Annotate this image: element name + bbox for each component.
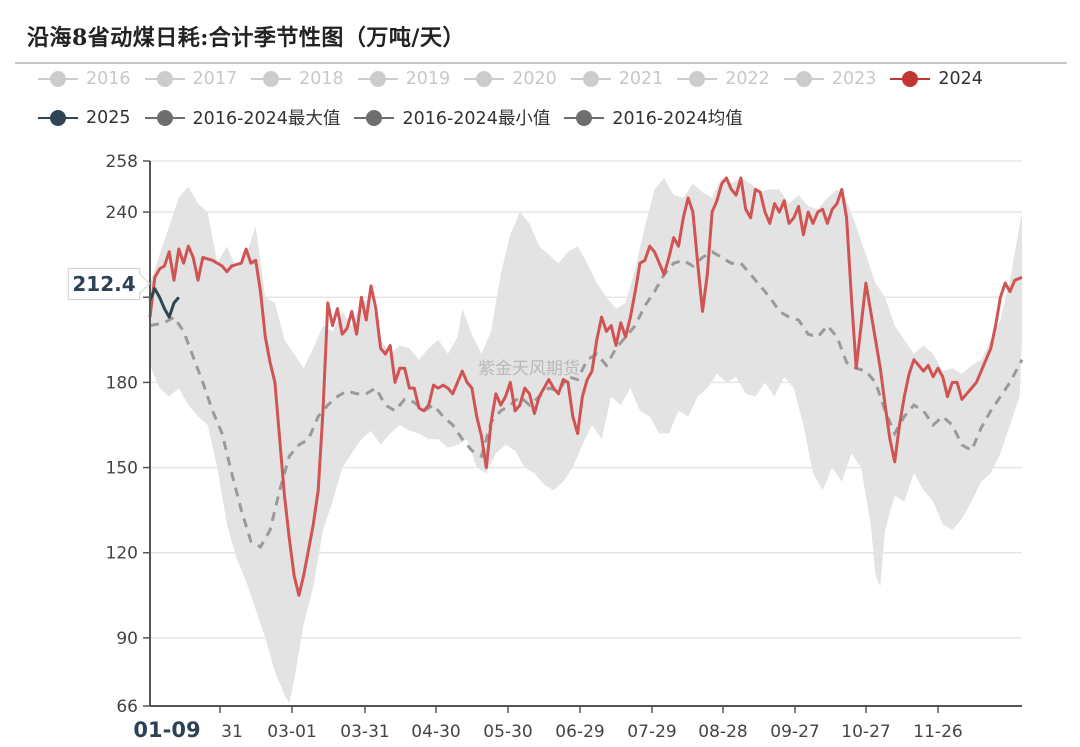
series-2024-line [148, 176, 1023, 597]
legend-item-2016-2024最大值[interactable]: 2016-2024最大值 [144, 105, 341, 130]
x-tick-label: 03-31 [340, 722, 389, 742]
x-tick-label: 11-26 [913, 722, 962, 742]
x-tick-label: 10-27 [841, 722, 890, 742]
y-tick-label: 90 [116, 629, 138, 649]
legend-marker-icon [38, 108, 78, 128]
legend-marker-icon [464, 69, 505, 89]
legend-item-2016-2024均值[interactable]: 2016-2024均值 [564, 105, 743, 130]
legend-item-2016[interactable]: 2016 [38, 69, 131, 89]
x-tick-label: 04-30 [411, 722, 460, 742]
mean-line-2016-2024 [149, 250, 1024, 550]
legend-item-2023[interactable]: 2023 [783, 69, 877, 89]
legend-label: 2017 [192, 69, 238, 89]
legend-item-2025[interactable]: 2025 [38, 108, 131, 128]
legend-label: 2019 [405, 69, 451, 89]
legend-item-2017[interactable]: 2017 [144, 69, 238, 89]
x-tick-label: 03-01 [267, 722, 316, 742]
x-tick-label: 31 [221, 722, 243, 742]
legend-marker-icon [890, 69, 931, 89]
y-tick-label: 180 [106, 373, 138, 393]
legend-row-1: 2016 2017 2018 2019 2020 2021 2022 2023 2024 [38, 69, 997, 89]
y-tick-label: 258 [106, 152, 138, 172]
x-tick-label: 09-27 [770, 722, 819, 742]
legend-item-2024[interactable]: 2024 [890, 69, 983, 89]
axis-pointer-value: 212.4 [72, 272, 136, 296]
legend-marker-icon [251, 69, 292, 89]
x-tick-label: 07-29 [627, 722, 676, 742]
watermark: 紫金天风期货 [478, 359, 580, 379]
legend-item-2019[interactable]: 2019 [357, 69, 451, 89]
legend-marker-icon [677, 69, 718, 89]
legend-item-2020[interactable]: 2020 [464, 69, 557, 89]
legend-item-2016-2024最小值[interactable]: 2016-2024最小值 [354, 105, 550, 130]
chart-title: 沿海8省动煤日耗:合计季节性图（万吨/天） [27, 25, 465, 51]
legend-label: 2022 [725, 69, 770, 89]
legend-item-2021[interactable]: 2021 [570, 69, 664, 89]
legend-label: 2020 [512, 69, 557, 89]
y-tick-label: 120 [106, 544, 138, 564]
legend-label: 2016-2024最大值 [192, 109, 341, 129]
x-tick-label: 06-29 [555, 722, 604, 742]
x-tick-label: 01-09 [133, 718, 200, 742]
legend-label: 2025 [86, 107, 131, 128]
legend-label: 2024 [938, 69, 983, 89]
y-tick-label: 150 [106, 459, 138, 479]
legend-marker-icon [354, 108, 395, 128]
y-tick-label: 240 [106, 203, 138, 223]
x-tick-label: 05-30 [483, 722, 532, 742]
legend-marker-icon [357, 69, 398, 89]
legend-label: 2023 [831, 69, 877, 89]
axis-pointer-value-label: 212.4 [68, 268, 140, 300]
legend-label: 2016 [86, 69, 131, 89]
legend-marker-icon [564, 108, 605, 128]
legend-marker-icon [144, 69, 185, 89]
legend-marker-icon [570, 69, 611, 89]
axes: 66 90 120 150 180 240 258 01-09 31 03-01 03-31 04-3… [106, 152, 1022, 742]
legend-label: 2018 [299, 69, 344, 89]
series-2025-line [148, 287, 180, 319]
legend-label: 2016-2024均值 [612, 109, 743, 129]
legend-item-2018[interactable]: 2018 [251, 69, 344, 89]
legend-label: 2016-2024最小值 [402, 109, 551, 129]
legend-marker-icon [783, 69, 824, 89]
legend-marker-icon [144, 108, 185, 128]
y-tick-label: 66 [116, 697, 138, 717]
legend-marker-icon [38, 69, 78, 89]
title-divider [15, 62, 1067, 64]
legend-label: 2021 [618, 69, 664, 89]
legend-item-2022[interactable]: 2022 [677, 69, 770, 89]
x-tick-label: 08-28 [698, 722, 747, 742]
legend-row-2: 2025 2016-2024最大值 2016-2024最小值 2016-2024均值 [38, 105, 757, 130]
